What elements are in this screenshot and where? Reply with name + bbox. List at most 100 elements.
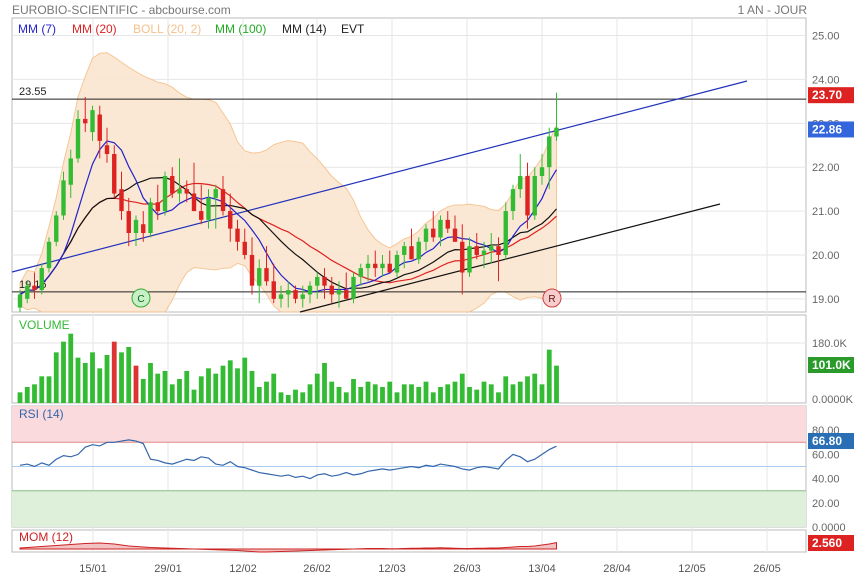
volume-bar bbox=[496, 392, 501, 403]
volume-bar bbox=[111, 341, 117, 403]
volume-bar bbox=[445, 384, 451, 403]
volume-bar bbox=[459, 373, 465, 403]
candle-body bbox=[75, 118, 81, 159]
candle-body bbox=[394, 254, 400, 273]
candle-body bbox=[54, 215, 59, 242]
volume-badge-bg bbox=[808, 357, 854, 373]
volume-bar bbox=[220, 365, 226, 403]
volume-bar bbox=[322, 363, 327, 403]
y-tick-label: 60.00 bbox=[812, 449, 840, 461]
volume-bar bbox=[206, 368, 211, 403]
x-tick-label: 12/03 bbox=[378, 563, 406, 575]
volume-bar bbox=[119, 352, 124, 403]
candle-body bbox=[525, 175, 530, 216]
volume-bar bbox=[474, 389, 480, 403]
candle-body bbox=[539, 167, 545, 176]
mom-area bbox=[19, 541, 557, 553]
period-selector[interactable]: 1 AN - JOUR bbox=[737, 3, 807, 17]
candle-body bbox=[112, 154, 117, 194]
candle-body bbox=[97, 114, 102, 141]
legend-item: EVT bbox=[341, 22, 365, 36]
candle-body bbox=[416, 241, 421, 260]
price-badge-last: 23.70 bbox=[812, 88, 842, 102]
volume-bar bbox=[271, 373, 277, 403]
candle-body bbox=[387, 263, 392, 273]
candle-body bbox=[380, 263, 385, 269]
volume-bar bbox=[300, 392, 306, 403]
candle-body bbox=[264, 268, 269, 282]
candle-body bbox=[68, 158, 73, 185]
candle-body bbox=[293, 290, 298, 299]
volume-bar bbox=[510, 384, 516, 403]
candle-body bbox=[228, 211, 233, 229]
hline-label: 23.55 bbox=[19, 86, 47, 98]
volume-bar bbox=[235, 368, 240, 403]
candle-body bbox=[90, 110, 95, 133]
candle-body bbox=[315, 276, 320, 286]
y-tick-label: 20.00 bbox=[812, 250, 840, 262]
volume-bar bbox=[53, 352, 59, 403]
candle-body bbox=[235, 228, 240, 242]
y-tick-label: 25.00 bbox=[812, 31, 840, 43]
volume-bar bbox=[104, 355, 110, 403]
volume-bar bbox=[155, 373, 161, 403]
candle-body bbox=[220, 189, 226, 212]
volume-bar bbox=[554, 365, 559, 403]
volume-bar bbox=[184, 371, 190, 403]
volume-bar bbox=[75, 357, 81, 403]
x-tick-label: 26/05 bbox=[753, 563, 781, 575]
candle-body bbox=[358, 268, 363, 277]
x-tick-label: 12/02 bbox=[229, 563, 257, 575]
candle-body bbox=[278, 294, 284, 299]
y-tick-label: 0.0000K bbox=[812, 394, 854, 406]
candle-body bbox=[191, 193, 197, 212]
volume-bar bbox=[97, 368, 103, 403]
candle-body bbox=[39, 268, 44, 291]
candle-body bbox=[402, 246, 407, 255]
volume-bar bbox=[525, 376, 530, 403]
event-label: C bbox=[137, 294, 144, 305]
volume-bar bbox=[503, 376, 509, 403]
volume-bar bbox=[140, 379, 146, 403]
rsi-badge: 66.80 bbox=[812, 434, 842, 448]
candle-body bbox=[547, 136, 552, 168]
candle-body bbox=[83, 118, 88, 124]
volume-bar bbox=[380, 387, 385, 403]
y-tick-label: 40.00 bbox=[812, 474, 840, 486]
candle-body bbox=[518, 175, 523, 190]
candle-body bbox=[25, 285, 30, 299]
volume-bar bbox=[177, 379, 182, 403]
x-tick-label: 28/04 bbox=[603, 563, 631, 575]
volume-bar bbox=[90, 352, 95, 403]
candle-body bbox=[61, 180, 66, 216]
volume-bar bbox=[430, 392, 436, 403]
y-tick-label: 22.00 bbox=[812, 162, 840, 174]
candle-body bbox=[307, 285, 313, 295]
volume-bar bbox=[539, 384, 545, 403]
candle-body bbox=[126, 211, 131, 234]
candle-body bbox=[365, 263, 371, 269]
volume-bar bbox=[336, 387, 342, 403]
volume-bar bbox=[249, 371, 255, 403]
candle-body bbox=[148, 202, 153, 234]
volume-bar bbox=[227, 360, 233, 403]
x-tick-label: 26/03 bbox=[453, 563, 481, 575]
volume-bar bbox=[17, 392, 23, 403]
trend-line-2 bbox=[299, 203, 721, 313]
volume-bar bbox=[488, 384, 494, 403]
candle-body bbox=[431, 228, 436, 238]
event-marker-c bbox=[131, 288, 151, 308]
candle-body bbox=[170, 175, 175, 194]
candle-body bbox=[373, 263, 378, 269]
rsi-oversold-zone bbox=[12, 490, 806, 527]
volume-bar bbox=[32, 384, 37, 403]
y-tick-label: 24.00 bbox=[812, 74, 840, 86]
volume-bar bbox=[39, 376, 45, 403]
candle-body bbox=[213, 189, 218, 198]
candle-body bbox=[474, 246, 479, 255]
legend-item: BOLL (20, 2) bbox=[133, 22, 201, 36]
candle-body bbox=[177, 189, 182, 194]
volume-bar bbox=[532, 373, 538, 403]
candle-body bbox=[46, 241, 52, 269]
candle-body bbox=[155, 202, 160, 212]
